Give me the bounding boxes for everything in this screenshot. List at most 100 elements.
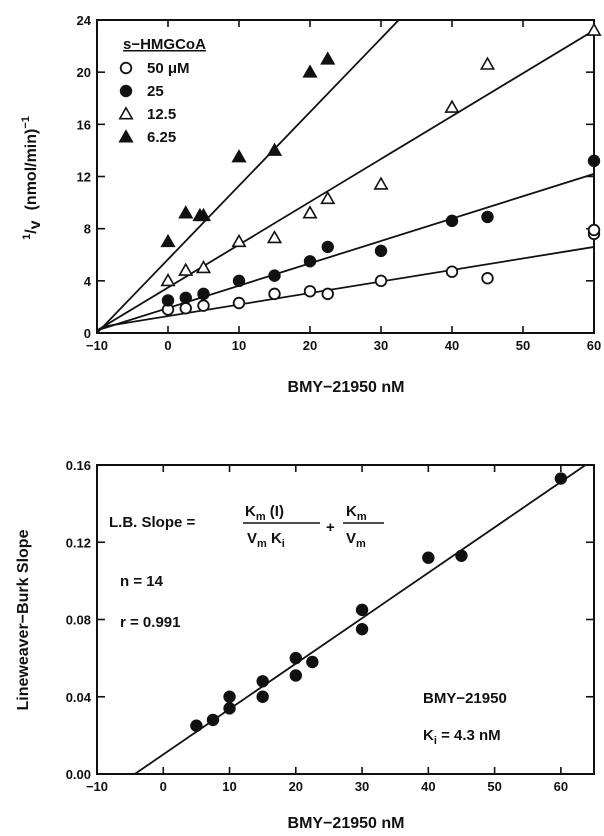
bottom-data-points [190, 472, 568, 732]
legend-marker-2 [118, 106, 134, 120]
top-point-s0-8 [445, 265, 459, 278]
top-x-tick-label: 0 [164, 338, 171, 353]
bottom-x-tick-label: 60 [554, 779, 568, 794]
legend-entry-3: 6.25 [147, 129, 176, 146]
top-point-s1-1 [179, 291, 192, 304]
bottom-x-tick-label: 30 [355, 779, 369, 794]
bottom-y-tick-label: 0.08 [66, 613, 91, 628]
top-y-tick-label: 0 [84, 326, 91, 341]
bottom-point-s0-12 [455, 549, 468, 562]
top-point-s3-4 [231, 149, 247, 163]
bottom-x-tick-label: 10 [222, 779, 236, 794]
bottom-x-tick-label: 40 [421, 779, 435, 794]
top-x-tick-label: 30 [374, 338, 388, 353]
bottom-point-s0-3 [223, 690, 236, 703]
top-point-s2-7 [373, 176, 389, 190]
top-point-s1-10 [587, 154, 601, 168]
top-point-s1-0 [161, 294, 175, 307]
legend-entry-0: 50 μM [147, 60, 190, 77]
top-point-s2-10 [586, 22, 602, 36]
top-point-s0-7 [374, 274, 388, 288]
legend-entry-1: 25 [147, 83, 164, 100]
top-point-s1-7 [374, 244, 388, 258]
top-fit-line-3 [97, 20, 400, 333]
bottom-x-tick-label: 20 [289, 779, 303, 794]
top-point-s2-4 [266, 229, 283, 244]
top-point-s1-5 [303, 255, 317, 268]
top-y-tick-label: 20 [77, 65, 91, 80]
top-point-s3-6 [302, 64, 318, 78]
top-x-axis-label: BMY−21950 nM [288, 379, 405, 396]
top-point-s2-6 [320, 190, 336, 205]
legend-marker-0 [119, 61, 133, 75]
bottom-y-axis-label: Lineweaver−Burk Slope [15, 529, 32, 710]
bottom-point-s0-9 [355, 622, 369, 636]
r-value: r = 0.991 [120, 614, 180, 631]
top-point-s2-5 [302, 205, 318, 219]
bottom-point-s0-5 [256, 675, 269, 688]
bottom-x-tick-label: 50 [487, 779, 501, 794]
bottom-y-tick-label: 0.04 [66, 690, 92, 705]
top-fit-line-0 [103, 246, 594, 328]
top-fit-line-1 [97, 173, 594, 332]
top-point-s1-9 [481, 210, 494, 224]
bottom-y-tick-label: 0.00 [66, 767, 91, 782]
formula-lhs: L.B. Slope = [109, 514, 196, 531]
top-point-s0-6 [321, 287, 334, 301]
top-point-s0-9 [481, 272, 494, 285]
top-data-points [160, 22, 602, 316]
bottom-point-s0-4 [256, 690, 269, 703]
bottom-point-s0-1 [206, 713, 220, 727]
top-fit-line-2 [97, 29, 594, 332]
top-y-tick-label: 16 [77, 117, 91, 132]
top-point-s1-4 [268, 269, 281, 282]
bottom-point-s0-6 [289, 669, 303, 682]
top-point-s0-11 [587, 223, 601, 237]
top-point-s3-3 [195, 207, 212, 222]
top-y-tick-label: 24 [77, 13, 92, 28]
bottom-point-s0-10 [355, 603, 369, 617]
bottom-x-tick-label: 0 [160, 779, 167, 794]
top-point-s0-1 [179, 302, 192, 315]
formula-plus: + [326, 519, 335, 536]
top-point-s1-2 [197, 287, 210, 301]
formula-den1: Vm Ki [247, 530, 285, 550]
top-point-s1-3 [232, 274, 246, 288]
top-x-tick-label: 60 [587, 338, 601, 353]
bottom-fit-line-0 [134, 465, 588, 774]
formula-den2: Vm [346, 530, 366, 550]
lb-slope-formula: L.B. Slope = Km (I) Vm Ki + Km Vm [109, 503, 384, 550]
bottom-y-tick-label: 0.16 [66, 458, 91, 473]
top-point-s1-8 [445, 214, 459, 228]
top-point-s0-4 [268, 287, 281, 301]
bottom-point-s0-2 [223, 702, 236, 715]
formula-num2: Km [346, 503, 367, 523]
top-point-s1-6 [321, 240, 334, 254]
top-y-tick-label: 4 [84, 274, 92, 289]
legend-title: s−HMGCoA [123, 36, 206, 53]
bottom-fit-line [134, 465, 588, 774]
bottom-point-s0-11 [422, 551, 435, 564]
n-count: n = 14 [120, 573, 164, 590]
top-x-tick-label: 40 [445, 338, 459, 353]
legend-entry-2: 12.5 [147, 106, 176, 123]
ki-value: Ki = 4.3 nM [423, 727, 501, 747]
bottom-point-s0-8 [306, 655, 319, 669]
top-point-s0-5 [303, 285, 317, 298]
top-point-s2-0 [160, 273, 176, 287]
top-point-s3-7 [320, 51, 336, 65]
top-point-s0-3 [232, 296, 246, 310]
top-point-s3-1 [178, 205, 194, 219]
top-point-s2-1 [178, 262, 194, 276]
top-y-axis-label: 1/v(nmol/min)−1 [20, 116, 44, 240]
top-x-tick-label: 10 [232, 338, 246, 353]
legend-marker-1 [119, 84, 133, 98]
top-point-s2-2 [195, 259, 212, 274]
bottom-point-s0-7 [289, 651, 303, 665]
top-x-tick-label: 20 [303, 338, 317, 353]
bottom-point-s0-13 [554, 472, 568, 485]
top-legend: s−HMGCoA 50 μM 25 12.5 6.25 [118, 36, 206, 146]
